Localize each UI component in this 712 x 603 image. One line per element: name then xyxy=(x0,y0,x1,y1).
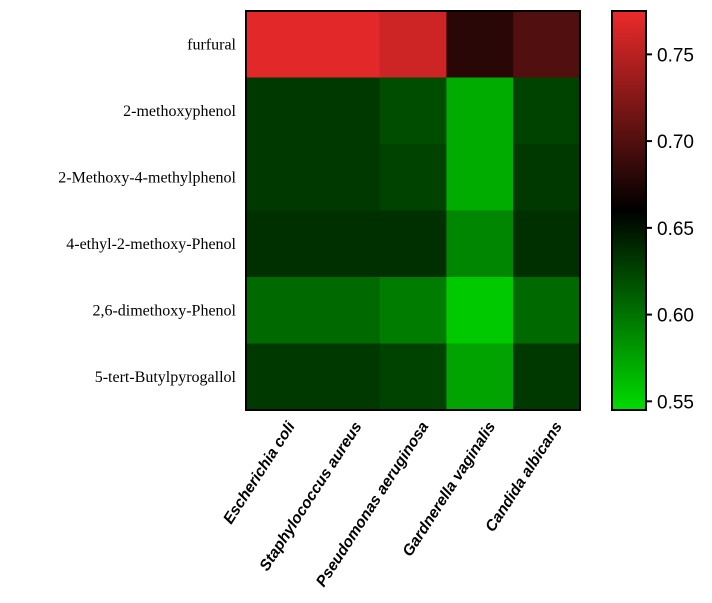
row-label: 5-tert-Butylpyrogallol xyxy=(95,369,237,386)
heatmap-cell xyxy=(246,277,314,345)
heatmap-cell xyxy=(379,343,447,411)
row-label: 2,6-dimethoxy-Phenol xyxy=(92,302,236,319)
row-label: 4-ethyl-2-methoxy-Phenol xyxy=(66,236,236,253)
column-label: Escherichia coli xyxy=(220,418,299,527)
heatmap-cell xyxy=(312,343,381,411)
heatmap-cell xyxy=(446,144,514,212)
colorbar-tick-label: 0.70 xyxy=(657,132,694,153)
column-label: Pseudomonas aeruginosa xyxy=(313,419,433,590)
heatmap-cell xyxy=(446,11,514,79)
column-label: Candida albicans xyxy=(482,419,566,535)
heatmap-cell xyxy=(246,144,314,212)
colorbar xyxy=(611,10,647,411)
row-label: 2-Methoxy-4-methylphenol xyxy=(58,169,236,186)
heatmap-cell xyxy=(446,277,514,345)
heatmap-cell xyxy=(513,210,581,278)
heatmap-cell xyxy=(312,144,381,212)
row-label: 2-methoxyphenol xyxy=(123,103,236,120)
row-label: furfural xyxy=(187,36,236,53)
heatmap-cell xyxy=(312,277,381,345)
row-labels: furfural 2-methoxyphenol 2-Methoxy-4-methy… xyxy=(58,36,236,386)
heatmap-cell xyxy=(379,11,447,79)
heatmap-cells xyxy=(246,11,581,411)
heatmap-cell xyxy=(379,144,447,212)
heatmap-cell xyxy=(312,210,381,278)
heatmap-cell xyxy=(246,77,314,145)
heatmap-cell xyxy=(379,210,447,278)
heatmap-cell xyxy=(379,77,447,145)
heatmap-cell xyxy=(246,343,314,411)
heatmap-cell xyxy=(446,343,514,411)
heatmap-frame xyxy=(245,10,581,411)
heatmap-cell xyxy=(246,210,314,278)
heatmap-cell xyxy=(246,11,314,79)
heatmap-cell xyxy=(379,277,447,345)
heatmap-cell xyxy=(513,77,581,145)
heatmap-cell xyxy=(513,11,581,79)
colorbar-tick-label: 0.65 xyxy=(657,219,694,240)
colorbar-tick-label: 0.60 xyxy=(657,306,694,327)
heatmap-cell xyxy=(513,144,581,212)
heatmap-cell xyxy=(446,77,514,145)
colorbar-tick-label: 0.55 xyxy=(657,392,694,413)
colorbar-tick-label: 0.75 xyxy=(657,45,694,66)
heatmap-cell xyxy=(513,343,581,411)
heatmap-cell xyxy=(513,277,581,345)
heatmap-cell xyxy=(312,11,381,79)
colorbar-ticks: 0.75 0.70 0.65 0.60 0.55 xyxy=(646,45,694,413)
heatmap-cell xyxy=(312,77,381,145)
heatmap-cell xyxy=(446,210,514,278)
